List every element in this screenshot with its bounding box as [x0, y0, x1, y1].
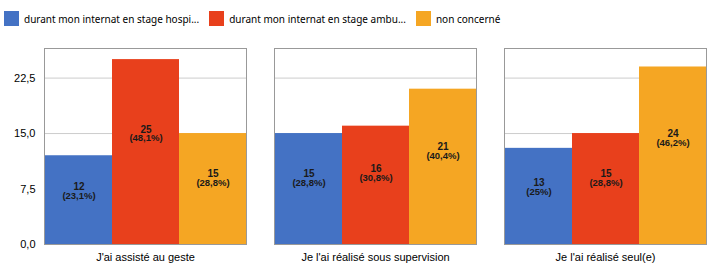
- svg-text:(48,1%): (48,1%): [129, 132, 162, 143]
- svg-text:25: 25: [140, 123, 152, 135]
- svg-text:J'ai assisté au geste: J'ai assisté au geste: [96, 251, 195, 263]
- svg-text:(40,4%): (40,4%): [426, 150, 459, 161]
- html-text:non concerné: non concerné: [435, 11, 501, 26]
- svg-text:(28,8%): (28,8%): [589, 177, 622, 188]
- svg-text:Je l'ai réalisé seul(e): Je l'ai réalisé seul(e): [556, 251, 656, 263]
- svg-text:13: 13: [533, 176, 545, 188]
- svg-text:15,0: 15,0: [14, 127, 35, 139]
- svg-text:15: 15: [600, 167, 612, 179]
- svg-text:Je l'ai réalisé sous supervisi: Je l'ai réalisé sous supervision: [301, 251, 449, 263]
- svg-text:(25%): (25%): [526, 186, 551, 197]
- svg-text:(30,8%): (30,8%): [359, 172, 392, 183]
- svg-text:0,0: 0,0: [20, 238, 35, 250]
- svg-text:(23,1%): (23,1%): [62, 190, 95, 201]
- svg-text:7,5: 7,5: [20, 183, 35, 195]
- svg-text:(28,8%): (28,8%): [292, 177, 325, 188]
- svg-text:22,5: 22,5: [14, 72, 35, 84]
- svg-text:21: 21: [437, 141, 449, 153]
- html-text:durant mon internat en stage h: durant mon internat en stage hospi...: [24, 11, 200, 26]
- html-text:durant mon internat en stage a: durant mon internat en stage ambu...: [229, 11, 406, 26]
- svg-text:15: 15: [207, 167, 219, 179]
- svg-text:(28,8%): (28,8%): [196, 177, 229, 188]
- svg-text:24: 24: [667, 128, 679, 139]
- svg-text:12: 12: [73, 181, 85, 193]
- svg-text:15: 15: [303, 167, 315, 179]
- svg-text:16: 16: [370, 163, 382, 175]
- svg-text:(46,2%): (46,2%): [656, 137, 689, 148]
